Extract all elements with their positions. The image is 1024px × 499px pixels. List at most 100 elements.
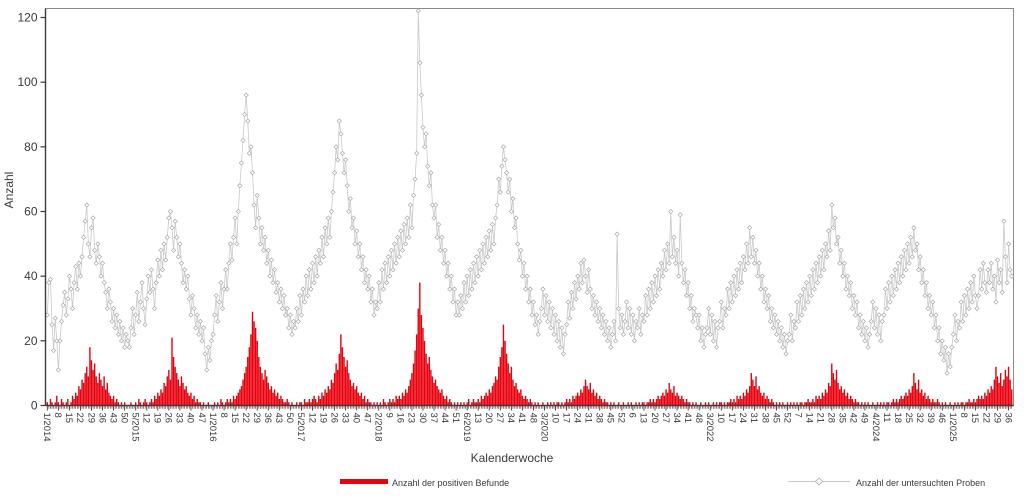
positive-befunde-bars (46, 282, 1013, 406)
x-tick-label: 1/2016 (207, 413, 218, 442)
x-tick-label: 50 (118, 413, 129, 424)
x-tick-label: 22 (980, 413, 991, 424)
x-tick-label: 48 (693, 413, 704, 424)
x-tick-label: 5/2015 (129, 413, 140, 442)
x-tick-label: 45 (770, 413, 781, 424)
x-tick-label: 44 (439, 413, 450, 424)
x-tick-label: 21 (815, 413, 826, 424)
x-tick-label: 43 (273, 413, 284, 424)
x-tick-label: 34 (505, 413, 516, 424)
x-tick-label: 38 (759, 413, 770, 424)
x-tick-label: 10 (549, 413, 560, 424)
x-axis-ticks: 1/2014 8 15 22 29 36 43 50 5/2015 12 19 26 33 40 47 1/2… (41, 405, 1013, 442)
x-tick-label: 49 (859, 413, 870, 424)
x-tick-label: 37 (428, 413, 439, 424)
x-tick-label: 6/2019 (461, 413, 472, 442)
x-tick-label: 12 (306, 413, 317, 424)
x-tick-label: 23 (406, 413, 417, 424)
x-tick-label: 35 (837, 413, 848, 424)
x-tick-label: 47 (362, 413, 373, 424)
x-tick-label: 50 (284, 413, 295, 424)
x-tick-label: 31 (748, 413, 759, 424)
x-tick-label: 47 (196, 413, 207, 424)
x-tick-label: 17 (560, 413, 571, 424)
x-tick-label: 18 (892, 413, 903, 424)
x-tick-label: 5/2017 (295, 413, 306, 442)
x-tick-label: 52 (781, 413, 792, 424)
x-tick-label: 38 (594, 413, 605, 424)
x-tick-label: 41 (682, 413, 693, 424)
x-tick-label: 26 (328, 413, 339, 424)
x-tick-label: 36 (262, 413, 273, 424)
y-axis-ticks: 0 20 40 60 80 100 120 (17, 11, 46, 413)
y-tick-label: 0 (31, 399, 38, 413)
x-tick-label: 43 (107, 413, 118, 424)
x-tick-label: 26 (163, 413, 174, 424)
x-tick-label: 13 (638, 413, 649, 424)
y-tick-label: 60 (24, 205, 38, 219)
x-tick-label: 11 (881, 413, 892, 423)
legend: Anzahl der positiven Befunde Anzahl der … (340, 477, 985, 488)
y-tick-label: 120 (17, 11, 37, 25)
x-tick-label: 20 (483, 413, 494, 424)
x-tick-label: 25 (903, 413, 914, 424)
x-tick-label: 34 (671, 413, 682, 424)
x-tick-label: 29 (251, 413, 262, 424)
untersuchte-proben-line (46, 11, 1013, 374)
x-tick-label: 32 (914, 413, 925, 424)
x-tick-label: 40 (185, 413, 196, 424)
x-tick-label: 14 (803, 413, 814, 424)
legend-samples-diamond-icon (814, 477, 824, 486)
x-tick-label: 28 (826, 413, 837, 424)
y-tick-label: 20 (24, 334, 38, 348)
legend-samples-label: Anzahl der untersuchten Proben (856, 478, 985, 488)
x-tick-label: 13 (472, 413, 483, 424)
x-tick-label: 8 (52, 413, 63, 418)
x-tick-label: 51 (450, 413, 461, 424)
y-tick-label: 40 (24, 269, 38, 283)
x-tick-label: 22 (240, 413, 251, 424)
legend-positive-label: Anzahl der positiven Befunde (392, 478, 509, 488)
x-tick-label: 33 (339, 413, 350, 424)
x-tick-label: 36 (96, 413, 107, 424)
x-tick-label: 9 (384, 413, 395, 418)
x-tick-label: 19 (152, 413, 163, 424)
x-tick-label: 41 (516, 413, 527, 424)
x-tick-label: 30 (417, 413, 428, 424)
x-tick-label: 8 (218, 413, 229, 418)
x-tick-label: 7 (792, 413, 803, 418)
x-tick-label: 29 (991, 413, 1002, 424)
x-tick-label: 40 (350, 413, 361, 424)
x-axis-title: Kalenderwoche (471, 451, 554, 465)
x-tick-label: 1/2014 (41, 413, 52, 442)
legend-positive-swatch (340, 479, 388, 484)
x-tick-label: 4/2024 (870, 413, 881, 442)
x-tick-label: 20 (649, 413, 660, 424)
x-tick-label: 24 (571, 413, 582, 424)
x-tick-label: 33 (174, 413, 185, 424)
x-tick-label: 27 (494, 413, 505, 424)
x-tick-label: 15 (229, 413, 240, 424)
x-tick-label: 46 (936, 413, 947, 424)
x-tick-label: 10 (715, 413, 726, 424)
x-tick-label: 52 (616, 413, 627, 424)
x-tick-label: 29 (85, 413, 96, 424)
x-tick-label: 48 (527, 413, 538, 424)
x-tick-label: 36 (1002, 413, 1013, 424)
x-tick-label: 19 (317, 413, 328, 424)
x-tick-label: 8 (958, 413, 969, 418)
x-tick-label: 2/2018 (373, 413, 384, 442)
x-tick-label: 17 (726, 413, 737, 424)
x-tick-label: 42 (848, 413, 859, 424)
x-tick-label: 12 (141, 413, 152, 424)
x-tick-label: 22 (74, 413, 85, 424)
x-tick-label: 3/2020 (538, 413, 549, 442)
x-tick-label: 39 (925, 413, 936, 424)
x-tick-label: 15 (969, 413, 980, 424)
y-tick-label: 100 (17, 75, 37, 89)
x-tick-label: 45 (605, 413, 616, 424)
diamond-markers (44, 8, 1015, 376)
x-tick-label: 31 (583, 413, 594, 424)
y-axis-title: Anzahl (2, 172, 16, 209)
